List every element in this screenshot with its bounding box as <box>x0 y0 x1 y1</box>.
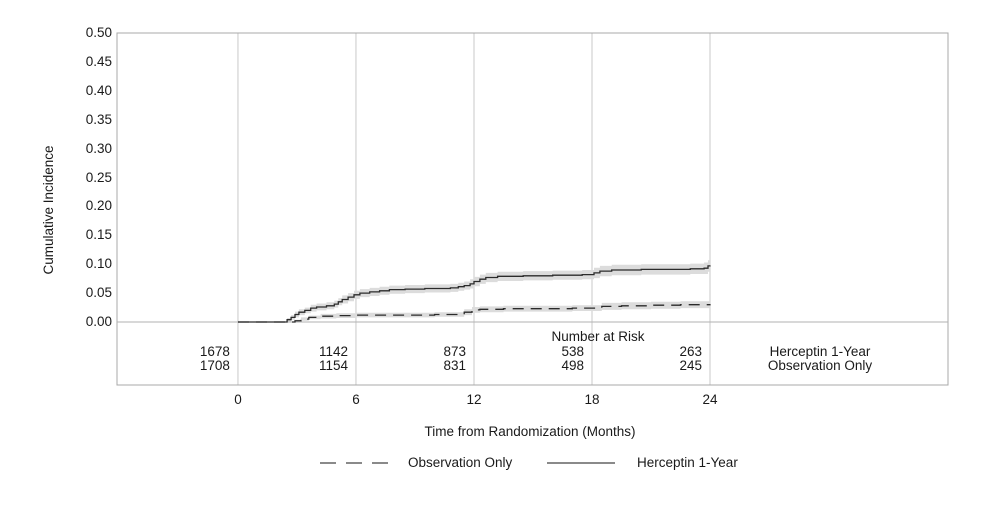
risk-count-cell: 498 <box>561 358 584 373</box>
risk-count-cell: 1154 <box>318 358 348 373</box>
legend-dashed-line-sample <box>320 462 388 464</box>
y-tick-label: 0.50 <box>85 25 112 40</box>
y-tick-label: 0.15 <box>85 227 112 243</box>
risk-table-title: Number at Risk <box>551 329 645 344</box>
risk-count-cell: 1708 <box>199 358 230 373</box>
risk-count-cell: 245 <box>679 358 702 373</box>
y-tick-label: 0.10 <box>85 256 112 272</box>
risk-count-cell: 1142 <box>318 344 348 359</box>
y-tick-label: 0.40 <box>85 82 112 98</box>
curve-herceptin-1-year <box>238 265 711 323</box>
x-tick-label: 0 <box>234 392 242 407</box>
y-tick-label: 0.20 <box>85 198 112 214</box>
x-tick-label: 6 <box>352 392 360 407</box>
y-tick-label: 0.05 <box>85 285 112 301</box>
legend-label-herceptin: Herceptin 1-Year <box>637 455 738 470</box>
y-tick-label: 0.45 <box>85 53 112 69</box>
risk-count-cell: 538 <box>561 344 584 359</box>
risk-count-cell: 1678 <box>199 344 230 359</box>
legend-solid-line-sample <box>547 462 615 464</box>
risk-count-cell: 263 <box>679 344 702 359</box>
y-tick-label: 0.30 <box>85 140 112 156</box>
confidence-band-observation-only <box>238 300 710 322</box>
y-axis-title: Cumulative Incidence <box>41 145 56 275</box>
x-tick-label: 24 <box>702 392 718 407</box>
x-axis-title: Time from Randomization (Months) <box>424 424 636 439</box>
curve-observation-only <box>238 304 711 323</box>
x-tick-label: 12 <box>466 392 482 407</box>
risk-count-cell: 831 <box>443 358 466 373</box>
risk-count-cell: 873 <box>443 344 466 359</box>
y-tick-label: 0.25 <box>85 169 112 185</box>
risk-row-label-herceptin: Herceptin 1-Year <box>769 344 871 359</box>
risk-row-label-observation: Observation Only <box>767 358 873 373</box>
y-tick-label: 0.00 <box>85 314 112 329</box>
legend-label-observation: Observation Only <box>408 455 513 470</box>
y-tick-label: 0.35 <box>85 111 112 127</box>
plot-frame <box>116 32 949 386</box>
x-tick-label: 18 <box>584 392 600 407</box>
